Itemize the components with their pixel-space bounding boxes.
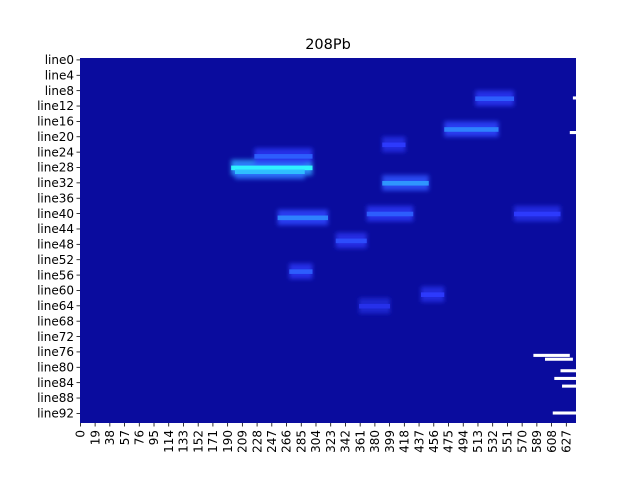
x-axis: 0 19 38 57 76 95 114 133 152 171 190 209 228 247 266 28…: [74, 423, 574, 453]
x-tick-label: 76: [132, 430, 146, 445]
x-tick-label: 38: [103, 430, 117, 445]
x-tick-label: 228: [250, 430, 264, 453]
x-tick-label: 494: [456, 430, 470, 453]
x-tick-label: 133: [177, 430, 191, 453]
intensity-stripe-line40: [366, 211, 414, 217]
y-tick-label: line52: [37, 253, 74, 267]
intensity-stripe-line61: [421, 292, 445, 297]
missing-segment-line10: [572, 96, 576, 100]
y-tick-label: line36: [37, 191, 74, 205]
x-tick-label: 570: [515, 430, 529, 453]
missing-segment-line83: [554, 376, 576, 380]
y-tick-label: line76: [37, 345, 74, 359]
x-tick-label: 513: [471, 430, 485, 453]
y-tick-label: line32: [37, 176, 74, 190]
y-tick-label: line0: [45, 53, 74, 67]
x-tick-label: 380: [368, 430, 382, 453]
missing-segment-line85: [562, 384, 576, 388]
y-tick-label: line48: [37, 238, 74, 252]
missing-segment-line77: [533, 353, 570, 357]
intensity-stripe-line18: [444, 127, 499, 132]
intensity-stripe-line64: [359, 303, 390, 309]
intensity-stripe-line55: [289, 269, 313, 274]
x-tick-label: 95: [147, 430, 161, 445]
x-tick-label: 608: [545, 430, 559, 453]
y-tick-label: line56: [37, 268, 74, 282]
x-tick-label: 209: [236, 430, 250, 453]
missing-segment-line19: [569, 131, 576, 135]
y-tick-label: line92: [37, 407, 74, 421]
missing-segment-line92: [552, 411, 576, 415]
intensity-stripe-line10: [475, 96, 514, 102]
x-tick-label: 418: [398, 430, 412, 453]
y-tick-label: line20: [37, 130, 74, 144]
y-tick-label: line68: [37, 314, 74, 328]
y-tick-label: line28: [37, 161, 74, 175]
x-tick-label: 304: [309, 430, 323, 453]
y-tick-label: line12: [37, 99, 74, 113]
x-tick-label: 285: [294, 430, 308, 453]
x-tick-label: 399: [383, 430, 397, 453]
x-tick-label: 532: [486, 430, 500, 453]
x-tick-label: 266: [280, 430, 294, 453]
x-tick-label: 114: [162, 430, 176, 453]
missing-data-layer: [533, 96, 576, 415]
x-tick-label: 19: [88, 430, 102, 445]
x-tick-label: 475: [442, 430, 456, 453]
stripe-layer: [231, 96, 561, 309]
y-tick-label: line60: [37, 284, 74, 298]
x-tick-label: 361: [353, 430, 367, 453]
intensity-stripe-line22: [382, 142, 406, 148]
y-tick-label: line44: [37, 222, 74, 236]
intensity-stripe-line40: [514, 211, 561, 217]
plot-area: [80, 58, 576, 423]
x-tick-label: 589: [530, 430, 544, 453]
x-tick-label: 342: [339, 430, 353, 453]
intensity-stripe-line29: [235, 169, 305, 175]
y-tick-label: line8: [45, 84, 74, 98]
chart-title: 208Pb: [305, 37, 351, 53]
x-tick-label: 456: [427, 430, 441, 453]
intensity-stripe-line47: [335, 238, 367, 244]
x-tick-label: 0: [74, 430, 88, 438]
y-tick-label: line4: [45, 68, 74, 82]
heatmap-background: [80, 58, 576, 423]
missing-segment-line81: [560, 369, 576, 373]
intensity-stripe-line25: [254, 154, 313, 159]
y-tick-label: line80: [37, 360, 74, 374]
x-tick-label: 627: [560, 430, 574, 453]
x-tick-label: 437: [412, 430, 426, 453]
missing-segment-line78: [545, 357, 573, 361]
y-tick-label: line16: [37, 115, 74, 129]
y-tick-label: line64: [37, 299, 74, 313]
x-tick-label: 171: [206, 430, 220, 453]
intensity-stripe-line32: [382, 180, 429, 186]
x-tick-label: 190: [221, 430, 235, 453]
y-tick-label: line84: [37, 376, 74, 390]
y-tick-label: line72: [37, 330, 74, 344]
x-tick-label: 57: [118, 430, 132, 445]
x-tick-label: 152: [191, 430, 205, 453]
x-tick-label: 551: [501, 430, 515, 453]
x-tick-label: 323: [324, 430, 338, 453]
intensity-stripe-line41: [277, 215, 328, 221]
x-tick-label: 247: [265, 430, 279, 453]
intensity-stripe-line28: [231, 165, 313, 171]
y-tick-label: line40: [37, 207, 74, 221]
y-tick-label: line24: [37, 145, 74, 159]
y-tick-label: line88: [37, 391, 74, 405]
